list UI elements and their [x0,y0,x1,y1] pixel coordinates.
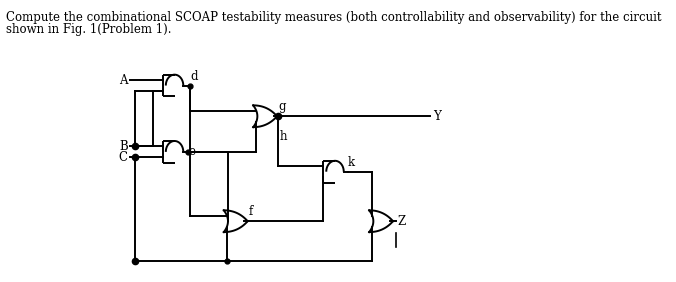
Text: d: d [191,70,198,83]
Text: h: h [279,130,287,143]
Text: k: k [347,156,355,169]
Text: Y: Y [433,110,441,123]
Text: g: g [279,100,286,113]
Text: B: B [119,140,128,153]
Text: C: C [119,151,128,164]
Text: e: e [189,146,196,158]
Text: Z: Z [397,215,406,228]
Text: A: A [119,74,128,87]
Text: Compute the combinational SCOAP testability measures (both controllability and o: Compute the combinational SCOAP testabil… [6,11,662,24]
Text: shown in Fig. 1(Problem 1).: shown in Fig. 1(Problem 1). [6,23,172,36]
Text: f: f [248,205,253,218]
